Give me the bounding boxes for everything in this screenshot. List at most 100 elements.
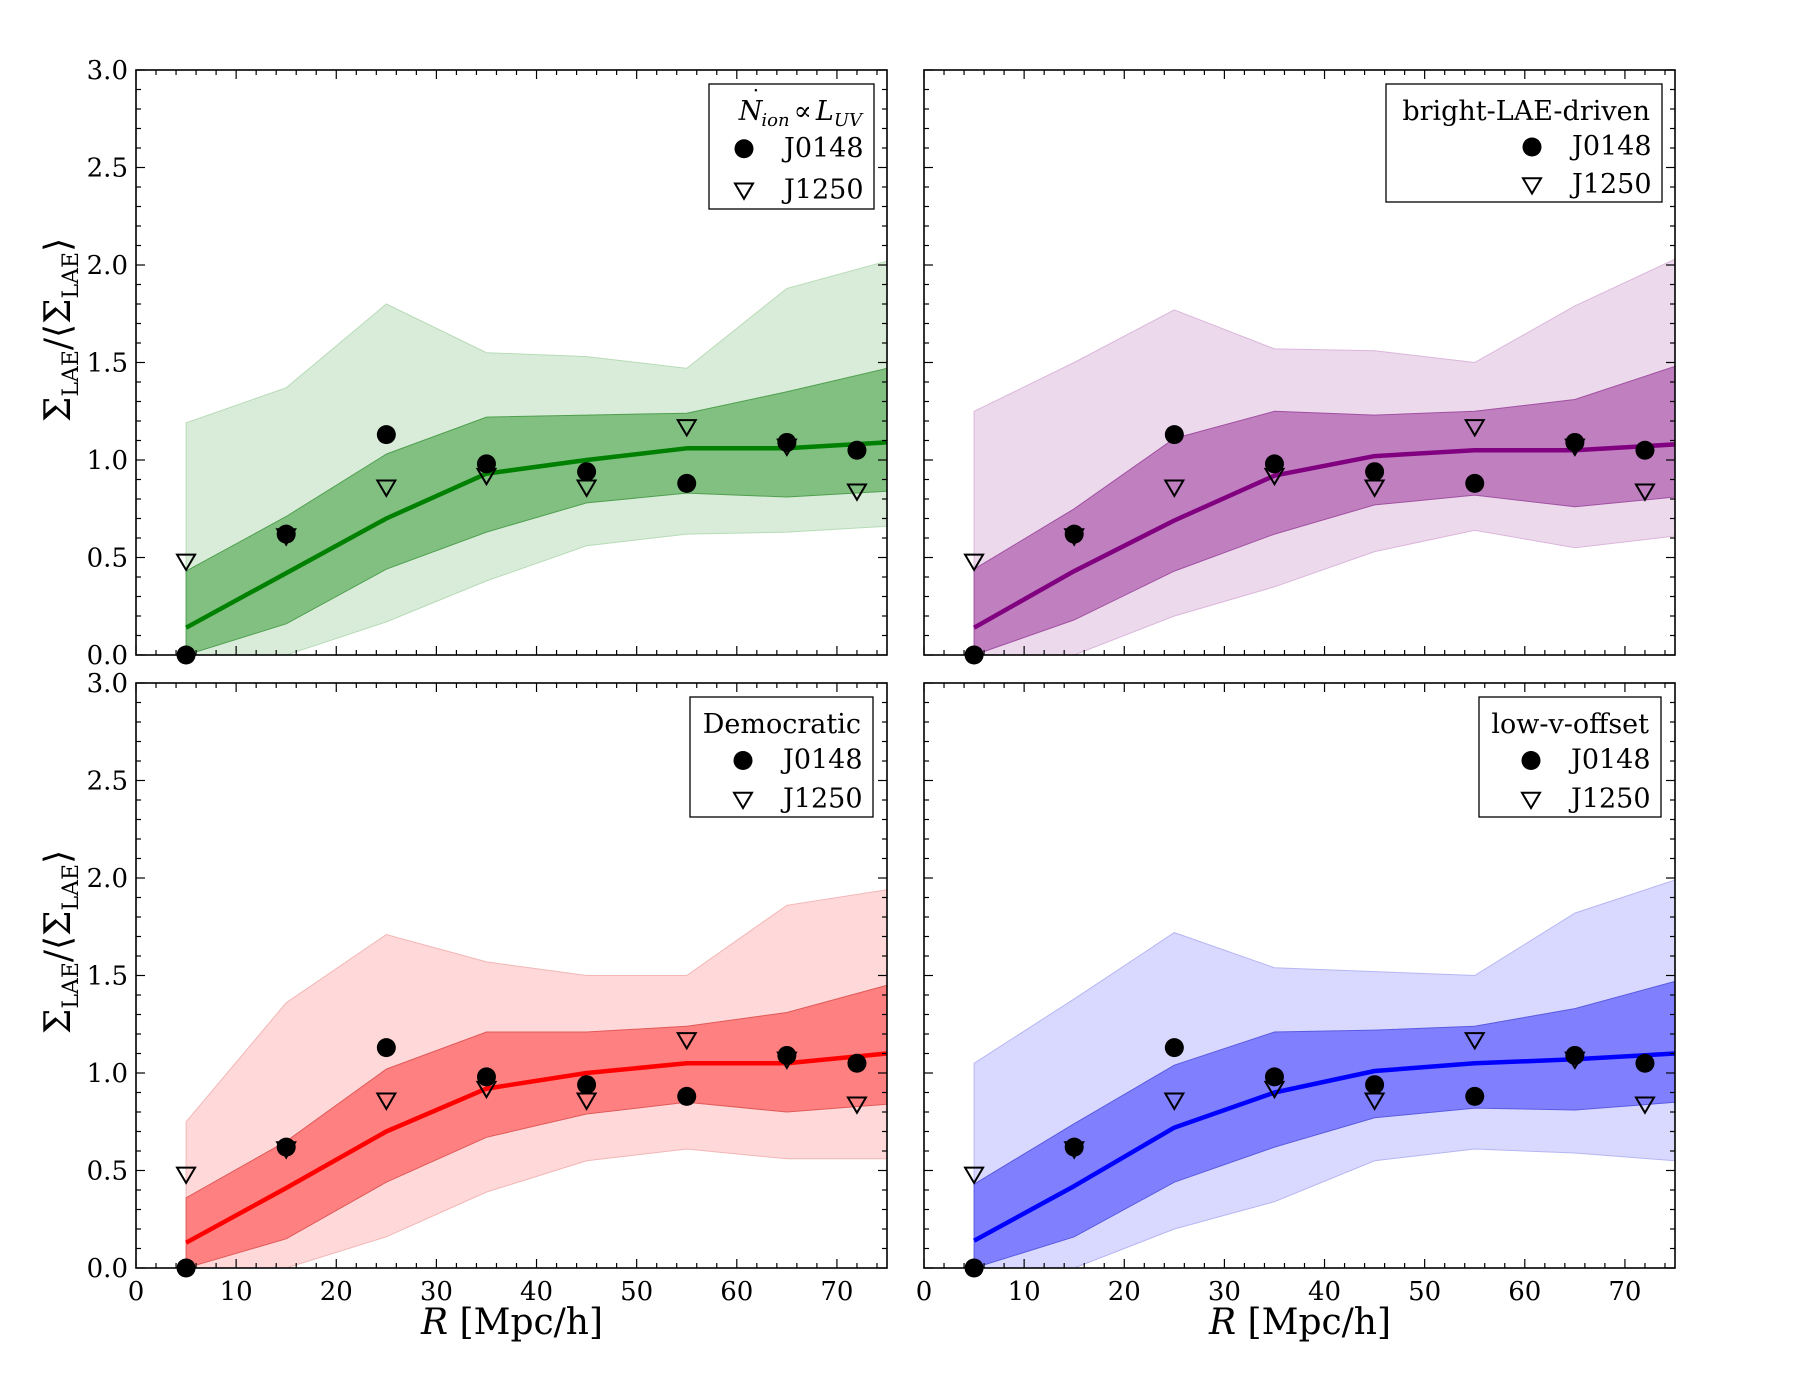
j0148-point [1264, 454, 1284, 474]
j0148-point [1064, 524, 1084, 544]
j0148-point [1365, 1075, 1385, 1095]
j1250-point [175, 1166, 197, 1185]
j0148-point [476, 454, 496, 474]
x-tick-label: 0 [916, 1277, 933, 1307]
legend-title: low-v-offset [1491, 709, 1649, 740]
y-tick-label: 0.0 [87, 641, 128, 671]
j0148-point [847, 440, 867, 460]
j0148-point [1264, 1067, 1284, 1087]
legend-entry-j1250: J1250 [781, 174, 864, 205]
j0148-point [1465, 1086, 1485, 1106]
y-tick-label: 0.0 [87, 1254, 128, 1284]
j0148-point [777, 1045, 797, 1065]
j0148-point [1164, 1038, 1184, 1058]
legend-box [1385, 83, 1663, 203]
j0148-point [1164, 425, 1184, 445]
legend-entry-j0148: J0148 [1568, 745, 1651, 776]
j1250-point [1463, 1032, 1486, 1051]
j0148-point [476, 1067, 496, 1087]
median-line [185, 1051, 887, 1245]
x-tick-label: 40 [520, 1277, 553, 1307]
j0148-point [1635, 1053, 1655, 1073]
j0148-point [577, 462, 597, 482]
legend-marker-j0148 [734, 139, 754, 159]
y-tick-label: 1.5 [87, 349, 128, 379]
j1250-point [846, 483, 868, 502]
inner-band [973, 365, 1675, 655]
legend-marker-j0148 [1522, 137, 1542, 157]
y-tick-label: 3.0 [87, 669, 128, 699]
legend-entry-j0148: J0148 [1569, 131, 1652, 162]
j0148-point [1565, 432, 1585, 452]
legend-entry-j1250: J1250 [1569, 169, 1652, 200]
legend-title: N˙ion ∝ LUV [738, 87, 864, 131]
j0148-point [1365, 462, 1385, 482]
y-tick-label: 0.5 [87, 544, 128, 574]
j1250-point [1163, 1092, 1186, 1111]
y-tick-label: 2.5 [87, 154, 128, 184]
x-tick-label: 10 [220, 1277, 253, 1307]
x-tick-label: 30 [420, 1277, 453, 1307]
legend-box [1478, 696, 1662, 818]
median-line [185, 440, 887, 630]
x-tick-label: 10 [1008, 1277, 1041, 1307]
legend-entry-j1250: J1250 [1568, 784, 1651, 815]
x-tick-label: 30 [1208, 1277, 1241, 1307]
inner-band [185, 984, 887, 1268]
x-tick-label: 70 [820, 1277, 853, 1307]
j1250-point [175, 553, 197, 572]
plot-area [973, 879, 1675, 1268]
y-tick-label: 2.0 [87, 251, 128, 281]
x-axis-label-left: R [Mpc/h] [420, 1302, 603, 1343]
legend: low-v-offset J0148 J1250 [1478, 696, 1662, 818]
j0148-point [1465, 473, 1485, 493]
legend-entry-j1250: J1250 [780, 784, 863, 815]
j0148-point [1064, 1137, 1084, 1157]
legend-box [689, 696, 874, 818]
j1250-point [675, 1032, 698, 1051]
x-tick-label: 40 [1308, 1277, 1341, 1307]
j0148-point [777, 432, 797, 452]
y-tick-label: 3.0 [87, 56, 128, 86]
j0148-point [677, 1086, 697, 1106]
plot-area [185, 260, 887, 655]
legend-title: bright-LAE-driven [1402, 96, 1650, 127]
x-tick-label: 60 [720, 1277, 753, 1307]
y-tick-label: 0.5 [87, 1157, 128, 1187]
j1250-point [375, 479, 398, 498]
x-tick-label: 50 [1408, 1277, 1441, 1307]
x-tick-label: 0 [128, 1277, 145, 1307]
legend-entry-j0148: J0148 [780, 745, 863, 776]
x-tick-label: 20 [320, 1277, 353, 1307]
j0148-point [847, 1053, 867, 1073]
y-tick-label: 2.5 [87, 767, 128, 797]
legend-marker-j0148 [1521, 751, 1541, 770]
j1250-point [963, 1166, 985, 1185]
j1250-point [846, 1096, 868, 1115]
legend-marker-j1250 [1520, 791, 1542, 811]
inner-band [973, 980, 1675, 1268]
plot-area [185, 889, 887, 1268]
j1250-point [1634, 483, 1656, 502]
x-tick-label: 60 [1508, 1277, 1541, 1307]
legend-title: Democratic [703, 709, 861, 740]
j1250-point [963, 553, 985, 572]
y-tick-label: 1.0 [87, 446, 128, 476]
j1250-point [375, 1092, 398, 1111]
x-axis-label-right: R [Mpc/h] [1208, 1302, 1391, 1343]
j1250-point [1163, 479, 1186, 498]
inner-band [185, 367, 887, 655]
legend-marker-j1250 [1521, 177, 1543, 196]
y-axis-label-top: ΣLAE/⟨ΣLAE⟩ [38, 238, 84, 422]
panel-bottom-left: 0.0 0.5 1.0 1.5 2.0 2.5 3.0 0 10 20 30 40 50 60 70 Demo… [87, 669, 888, 1307]
j0148-point [577, 1075, 597, 1095]
legend: Democratic J0148 J1250 [689, 696, 874, 818]
panel-bottom-right: 0 10 20 30 40 50 60 70 low-v-offset J0148 J1250 [916, 682, 1676, 1307]
j0148-point [276, 1137, 296, 1157]
legend-marker-j1250 [733, 182, 755, 201]
legend: bright-LAE-driven J0148 J1250 [1385, 83, 1663, 203]
x-tick-label: 70 [1608, 1277, 1641, 1307]
